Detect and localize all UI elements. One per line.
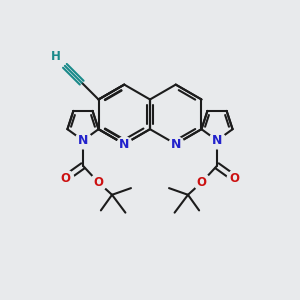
Text: N: N: [78, 134, 88, 147]
Text: O: O: [230, 172, 240, 185]
Text: N: N: [212, 134, 222, 147]
Text: O: O: [93, 176, 103, 189]
Text: N: N: [171, 138, 181, 151]
Text: H: H: [50, 50, 60, 63]
Text: N: N: [119, 138, 129, 151]
Text: O: O: [60, 172, 70, 185]
Text: O: O: [197, 176, 207, 189]
